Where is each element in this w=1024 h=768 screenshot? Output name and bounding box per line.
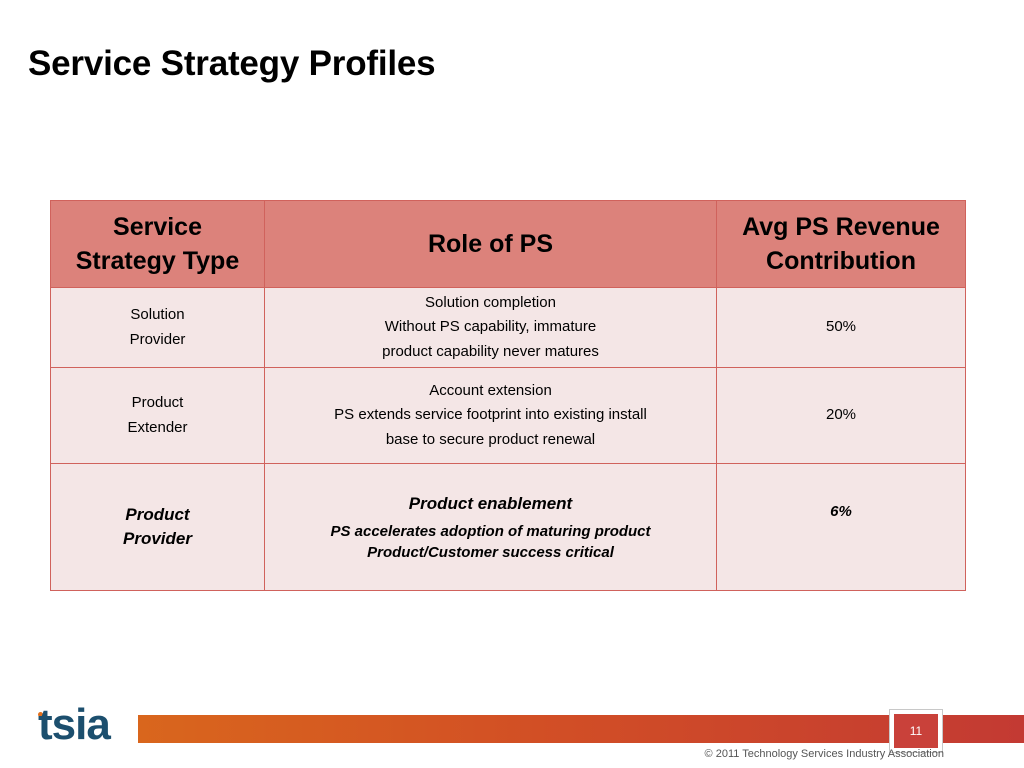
- strategy-type-line2: Provider: [123, 529, 192, 548]
- strategy-type-line1: Product: [131, 394, 184, 411]
- strategy-type-cell: Product Provider: [50, 463, 265, 591]
- role-line1: Account extension: [429, 381, 552, 399]
- header-row: Service Strategy Type Role of PS Avg PS …: [50, 200, 966, 288]
- header-strategy-type-line1: Service: [113, 213, 202, 241]
- role-line1: Solution completion: [425, 293, 556, 311]
- role-line2: Without PS capability, immature: [384, 318, 597, 336]
- role-line2: PS extends service footprint into existi…: [334, 406, 647, 424]
- role-cell: Solution completion Without PS capabilit…: [264, 287, 717, 368]
- logo-dot: [38, 712, 43, 717]
- page-number: 11: [894, 714, 938, 748]
- strategy-type-line2: Extender: [127, 418, 188, 436]
- role-line2: PS accelerates adoption of maturing prod…: [330, 523, 651, 540]
- header-revenue-line2: Contribution: [766, 247, 916, 275]
- strategy-type-cell: Product Extender: [50, 367, 265, 464]
- table-row: Solution Provider Solution completion Wi…: [50, 287, 966, 368]
- header-strategy-type-line2: Strategy Type: [75, 247, 240, 275]
- header-revenue: Avg PS Revenue Contribution: [716, 200, 966, 288]
- tsia-logo: tsia: [38, 700, 111, 749]
- footer-bar: [138, 715, 1024, 743]
- slide-title: Service Strategy Profiles: [28, 44, 436, 83]
- header-strategy-type: Service Strategy Type: [50, 200, 265, 288]
- table-row: Product Extender Account extension PS ex…: [50, 367, 966, 464]
- strategy-type-line2: Provider: [129, 330, 186, 348]
- role-line3: product capability never matures: [382, 342, 599, 360]
- header-revenue-line1: Avg PS Revenue: [742, 213, 940, 241]
- revenue-cell: 20%: [716, 367, 966, 464]
- role-cell: Account extension PS extends service foo…: [264, 367, 717, 464]
- role-cell: Product enablement PS accelerates adopti…: [264, 463, 717, 591]
- strategy-type-line1: Solution: [130, 306, 185, 323]
- page-number-box: 11: [889, 709, 943, 753]
- strategy-type-line1: Product: [125, 504, 190, 524]
- role-line1: Product enablement: [408, 494, 573, 513]
- role-line3: Product/Customer success critical: [367, 544, 614, 561]
- copyright-text: © 2011 Technology Services Industry Asso…: [704, 748, 944, 760]
- header-role-of-ps: Role of PS: [264, 200, 717, 288]
- table-row: Product Provider Product enablement PS a…: [50, 463, 966, 591]
- strategy-type-cell: Solution Provider: [50, 287, 265, 368]
- revenue-cell: 50%: [716, 287, 966, 368]
- role-line3: base to secure product renewal: [385, 430, 596, 448]
- strategy-table: Service Strategy Type Role of PS Avg PS …: [50, 200, 966, 591]
- revenue-cell: 6%: [716, 463, 966, 591]
